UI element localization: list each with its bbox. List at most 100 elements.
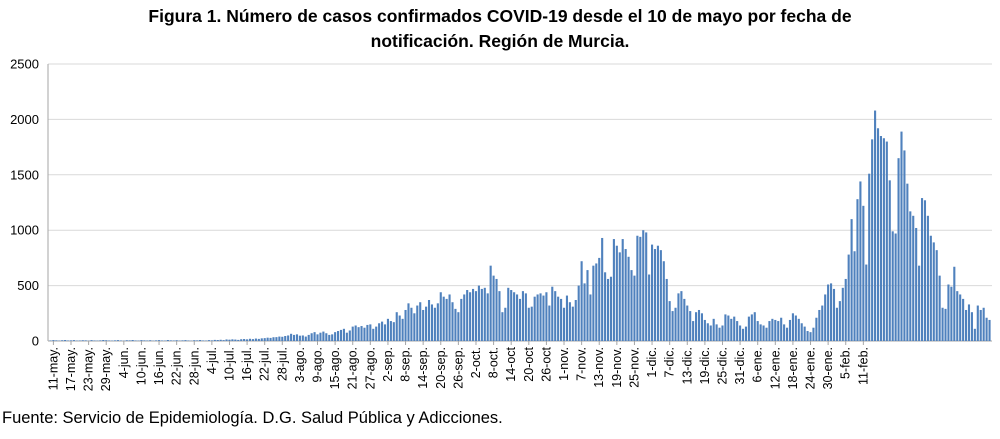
chart-title-line-1: Figura 1. Número de casos confirmados CO… <box>148 6 852 26</box>
x-tick-label: 17-may. <box>64 347 78 391</box>
data-bar <box>489 265 492 341</box>
data-bar <box>736 321 739 341</box>
data-bar <box>442 296 445 341</box>
data-bar <box>721 325 724 341</box>
data-bar <box>272 337 275 341</box>
data-bar <box>953 266 956 341</box>
data-bar <box>797 318 800 341</box>
data-bar <box>962 298 965 341</box>
source-note: Fuente: Servicio de Epidemiología. D.G. … <box>2 409 503 427</box>
data-bar <box>375 326 378 341</box>
data-bar <box>891 231 894 341</box>
data-bar <box>105 340 108 341</box>
x-tick-label: 1-nov. <box>557 347 571 381</box>
data-bar <box>965 309 968 341</box>
data-bar <box>912 215 915 341</box>
data-bar <box>348 330 351 341</box>
data-bar <box>856 199 859 341</box>
data-bar <box>727 315 730 341</box>
data-bar <box>920 198 924 341</box>
data-bar <box>243 339 246 341</box>
data-bar <box>695 312 698 341</box>
data-bar <box>888 180 891 341</box>
data-bar <box>527 307 530 341</box>
data-bar <box>72 340 75 341</box>
x-tick-label: 28-jul. <box>275 347 289 381</box>
data-bar <box>557 296 560 341</box>
data-bar <box>169 340 172 341</box>
data-bar <box>108 340 111 341</box>
data-bar <box>339 329 343 341</box>
data-bar <box>615 245 618 341</box>
data-bar <box>425 306 428 341</box>
x-tick-label: 3-ago. <box>293 347 307 382</box>
data-bar <box>495 278 498 341</box>
data-bar <box>310 333 313 341</box>
data-bar <box>750 314 753 341</box>
data-bar <box>753 312 756 341</box>
data-bar <box>281 336 284 341</box>
x-tick-label: 31-dic. <box>733 347 747 385</box>
data-bar <box>325 333 328 341</box>
chart-title-line-2: notificación. Región de Murcia. <box>370 31 630 51</box>
data-bar <box>225 339 228 341</box>
x-tick-label: 6-ene. <box>751 347 765 382</box>
data-bar <box>134 340 137 341</box>
data-bar <box>950 286 953 341</box>
data-bar <box>783 324 786 341</box>
data-bar <box>240 339 243 341</box>
y-tick-label: 2500 <box>10 57 39 72</box>
data-bar <box>119 340 122 341</box>
data-bar <box>580 261 583 341</box>
data-bar <box>433 307 436 341</box>
data-bar <box>366 324 369 341</box>
data-bar <box>979 309 982 341</box>
data-bar <box>865 264 868 341</box>
x-tick-label: 8-oct. <box>487 347 501 378</box>
x-tick-label: 7-dic. <box>663 347 677 378</box>
x-tick-label: 4-jun. <box>117 347 131 378</box>
data-bar <box>536 294 539 341</box>
data-bar <box>260 338 263 341</box>
data-bar <box>815 317 818 341</box>
data-bar <box>759 324 762 341</box>
data-bar <box>413 313 416 341</box>
data-bar <box>372 328 375 341</box>
x-tick-label: 16-jun. <box>152 347 166 385</box>
data-bar <box>777 321 780 341</box>
data-bar <box>196 340 199 341</box>
data-bar <box>909 211 912 341</box>
data-bar <box>113 340 117 341</box>
data-bar <box>973 328 976 341</box>
data-bar <box>386 318 389 341</box>
data-bar <box>140 340 143 341</box>
data-bar <box>868 173 871 341</box>
data-bar <box>298 335 301 341</box>
data-bar <box>316 334 319 341</box>
x-tick-label: 19-nov. <box>610 347 624 388</box>
data-bar <box>146 340 149 341</box>
data-bar <box>586 270 589 341</box>
x-tick-label: 22-jun. <box>170 347 184 385</box>
data-bar <box>768 321 771 341</box>
data-bar <box>677 293 680 341</box>
data-bar <box>369 324 372 341</box>
x-tick-label: 18-ene. <box>786 347 800 389</box>
data-bar <box>199 340 202 341</box>
data-bar <box>542 295 545 341</box>
data-bar <box>533 296 536 341</box>
data-bar <box>706 323 709 341</box>
data-bar <box>184 340 187 341</box>
data-bar <box>486 293 489 341</box>
data-bar <box>251 339 255 341</box>
y-tick-label: 2000 <box>10 112 39 127</box>
data-bar <box>331 334 334 341</box>
x-tick-label: 5-feb. <box>839 347 853 379</box>
data-bar <box>378 323 381 341</box>
data-bar <box>853 251 856 341</box>
data-bar <box>903 150 906 341</box>
data-bar <box>430 304 434 341</box>
data-bar <box>67 340 70 341</box>
x-tick-label: 26-sep. <box>451 347 465 389</box>
x-tick-label: 11-may. <box>46 347 60 390</box>
